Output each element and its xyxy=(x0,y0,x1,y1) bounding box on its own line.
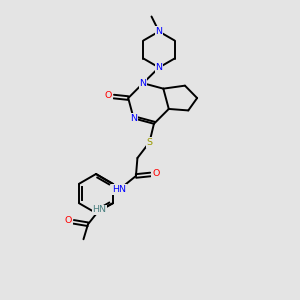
Text: O: O xyxy=(64,216,72,225)
Text: O: O xyxy=(105,91,112,100)
Text: N: N xyxy=(155,63,163,72)
Text: HN: HN xyxy=(92,206,106,214)
Text: O: O xyxy=(152,169,159,178)
Text: HN: HN xyxy=(112,185,126,194)
Text: S: S xyxy=(146,138,152,147)
Text: N: N xyxy=(155,27,163,36)
Text: N: N xyxy=(130,114,137,123)
Text: N: N xyxy=(140,79,147,88)
